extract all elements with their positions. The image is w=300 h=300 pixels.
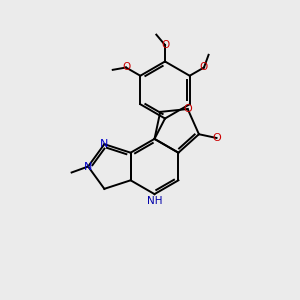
Text: O: O xyxy=(122,62,130,73)
Text: O: O xyxy=(161,40,169,50)
Text: N: N xyxy=(100,139,109,149)
Text: O: O xyxy=(183,104,192,114)
Text: O: O xyxy=(212,133,221,143)
Text: NH: NH xyxy=(147,196,162,206)
Text: O: O xyxy=(200,62,208,73)
Text: N: N xyxy=(84,161,92,172)
